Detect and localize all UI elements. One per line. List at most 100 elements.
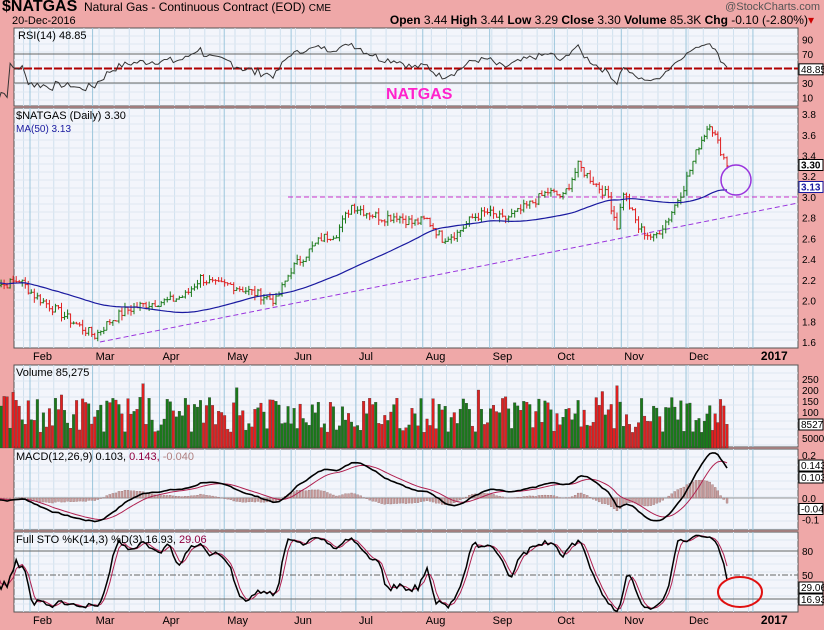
volume-bar: [108, 402, 112, 449]
macd-histogram-bar: [205, 495, 208, 499]
macd-histogram-bar: [347, 493, 350, 499]
volume-bar: [386, 420, 390, 449]
macd-histogram-bar: [302, 490, 305, 499]
macd-histogram-bar: [120, 491, 124, 499]
sto-d-line: [0, 535, 728, 610]
x-tick-label: Jun: [294, 351, 312, 363]
volume-bar: [570, 419, 574, 449]
volume-bar: [612, 428, 616, 449]
volume-bar: [196, 406, 199, 449]
volume-bar: [425, 418, 429, 449]
high-label: High: [450, 13, 478, 27]
volume-bar: [341, 406, 344, 449]
volume-bar: [350, 421, 353, 449]
annotation-circle: [720, 164, 752, 196]
volume-bar: [567, 408, 571, 449]
volume-bar: [452, 412, 456, 449]
macd-histogram-bar: [501, 496, 504, 499]
macd-histogram-bar: [670, 493, 673, 499]
close-label: Close: [561, 13, 595, 27]
macd-histogram-bar: [555, 496, 559, 499]
volume-bar: [434, 428, 438, 449]
volume-y-tick: 100: [802, 408, 819, 419]
macd-histogram-bar: [202, 494, 205, 499]
volume-bar: [347, 413, 350, 449]
volume-bar: [625, 414, 628, 449]
macd-histogram-bar: [314, 489, 317, 499]
macd-histogram-bar: [576, 492, 580, 499]
volume-bar: [622, 426, 625, 449]
volume-bar: [292, 408, 296, 449]
volume-bar: [283, 422, 287, 449]
x-tick-label: Apr: [162, 351, 179, 363]
volume-bar: [711, 430, 714, 449]
sto-tag: 16.93: [801, 595, 824, 606]
chg-value: -0.10 (-2.80%): [731, 13, 808, 27]
macd-histogram-bar: [407, 497, 411, 504]
volume-bar: [344, 419, 347, 449]
macd-histogram-bar: [69, 497, 72, 502]
macd-histogram-bar: [444, 497, 447, 505]
volume-bar: [138, 397, 142, 449]
volume-bar: [35, 399, 39, 449]
macd-histogram-bar: [419, 497, 423, 502]
macd-histogram-bar: [126, 490, 130, 499]
volume-bar: [483, 424, 486, 449]
macd-histogram-bar: [495, 495, 498, 499]
volume-bar: [120, 413, 124, 449]
volume-bar: [464, 403, 468, 449]
macd-histogram-bar: [329, 493, 332, 499]
volume-label: Volume: [624, 13, 667, 27]
volume-bar: [229, 431, 233, 449]
macd-histogram-bar: [703, 480, 706, 499]
volume-bar: [458, 408, 462, 449]
macd-histogram-bar: [72, 497, 75, 502]
macd-histogram-bar: [371, 497, 374, 502]
x-tick-label: 2017: [761, 613, 788, 627]
macd-histogram-bar: [317, 489, 320, 499]
volume-bar: [250, 426, 254, 449]
macd-histogram-bar: [63, 497, 66, 503]
macd-hist: -0.040: [162, 451, 194, 463]
macd-histogram-bar: [434, 497, 438, 504]
volume-bar: [564, 409, 568, 449]
macd-histogram-bar: [416, 497, 420, 503]
volume-bar: [268, 399, 272, 449]
volume-bar: [123, 431, 127, 449]
volume-bar: [57, 409, 60, 449]
macd-legend: MACD(12,26,9) 0.103, 0.143, -0.040: [16, 451, 194, 464]
macd-histogram-bar: [676, 489, 679, 499]
macd-histogram-bar: [546, 495, 550, 499]
volume-bar: [708, 405, 712, 449]
volume-bar: [81, 398, 85, 449]
volume-bar: [591, 422, 595, 449]
macd-histogram-bar: [356, 494, 359, 499]
price-tag: 3.30: [801, 161, 821, 172]
high-value: 3.44: [480, 13, 504, 27]
macd-histogram-bar: [78, 497, 81, 502]
volume-bar: [646, 421, 650, 449]
macd-histogram-bar: [389, 497, 392, 505]
volume-bar: [205, 405, 208, 449]
macd-histogram-bar: [368, 497, 371, 501]
volume-bar: [461, 398, 465, 449]
macd-histogram-bar: [114, 492, 118, 499]
volume-bar: [244, 429, 248, 449]
macd-histogram-bar: [377, 497, 380, 503]
macd-histogram-bar: [54, 497, 57, 503]
volume-bar: [422, 432, 426, 449]
volume-bar: [353, 426, 357, 449]
volume-bar: [32, 420, 36, 449]
volume-bar: [470, 425, 474, 449]
macd-histogram-bar: [401, 497, 405, 504]
volume-bar: [150, 419, 154, 449]
macd-tag-box: [798, 503, 824, 515]
x-tick-label: 2017: [761, 349, 788, 363]
macd-histogram-bar: [214, 496, 217, 499]
volume-bar: [54, 398, 57, 449]
volume-bar: [413, 413, 417, 449]
macd-histogram-bar: [711, 484, 714, 499]
volume-bar: [132, 411, 136, 449]
annotation-ellipse: [717, 576, 763, 608]
macd-histogram-bar: [332, 494, 335, 499]
